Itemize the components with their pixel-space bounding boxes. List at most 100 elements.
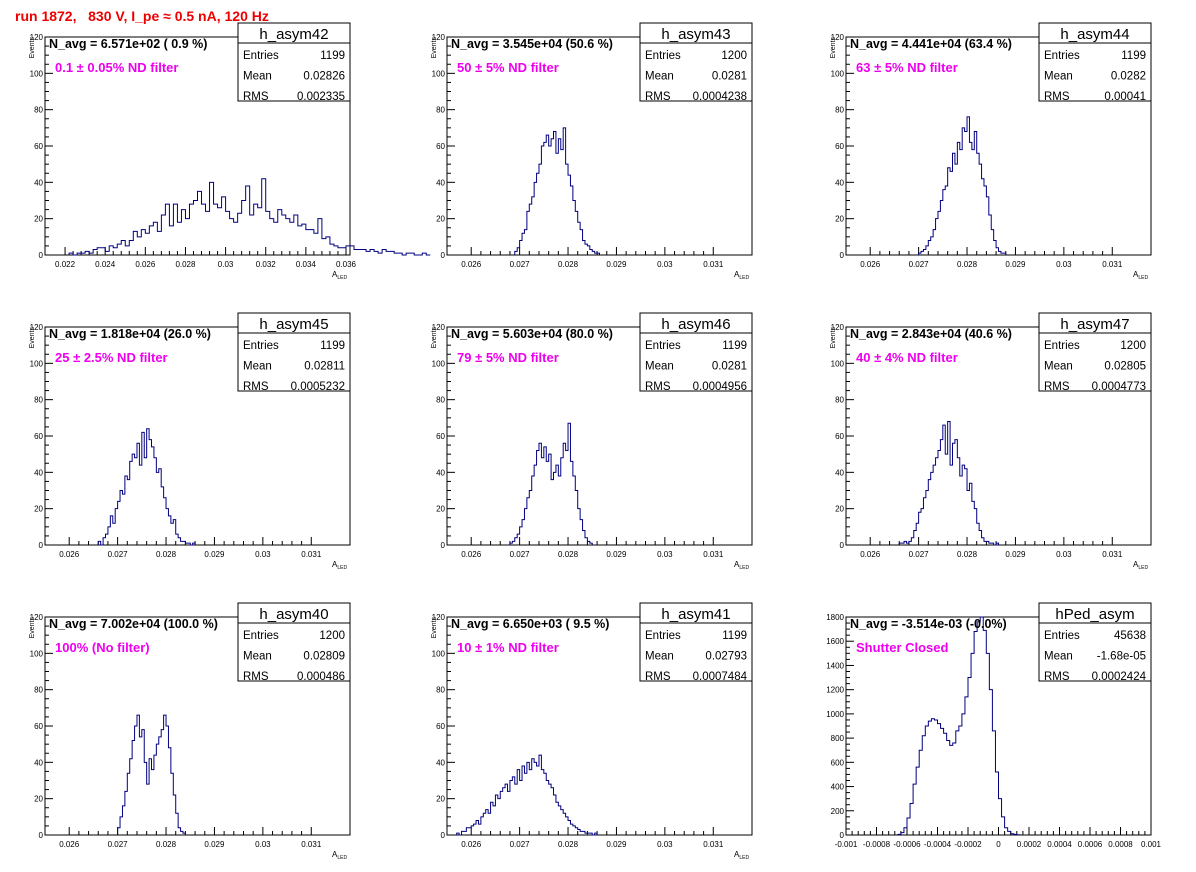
x-tick-label: 0.029 — [1005, 260, 1026, 269]
stats-entries-value: 1199 — [320, 50, 345, 62]
stats-box: hPed_asym Entries 45638 Mean -1.68e-05 RMS 0.0… — [1038, 602, 1152, 683]
x-axis-label: ALED — [734, 560, 749, 571]
x-tick-label: 0.026 — [59, 550, 80, 559]
stats-mean-value: 0.02805 — [1104, 361, 1146, 373]
x-axis-label: ALED — [734, 850, 749, 861]
y-tick-label: 0 — [39, 251, 44, 260]
y-tick-label: 0 — [840, 541, 845, 550]
x-tick-label: 0.03 — [255, 550, 271, 559]
x-tick-label: 0.032 — [256, 260, 277, 269]
y-tick-label: 1000 — [826, 710, 844, 719]
y-axis-label: Events — [29, 617, 36, 639]
histogram-hPed_asym — [897, 616, 1021, 836]
stats-rms-label: RMS — [645, 91, 671, 103]
x-tick-label: 0.028 — [156, 550, 177, 559]
x-tick-label: -0.0006 — [893, 840, 921, 849]
stats-entries-label: Entries — [645, 50, 681, 62]
x-tick-label: 0.031 — [703, 260, 724, 269]
x-tick-label: 0.031 — [703, 550, 724, 559]
panel-h_asym43: 0 20 40 60 80 100 120 0.026 0.027 0.028 0.029 0.03 0… — [431, 22, 753, 281]
y-tick-label: 120 — [30, 33, 44, 42]
stats-box-frame — [237, 22, 351, 102]
y-tick-label: 0 — [840, 831, 845, 840]
x-tick-label: 0.027 — [510, 260, 531, 269]
filter-annotation: 63 ± 5% ND filter — [856, 60, 958, 75]
x-tick-label: 0.03 — [657, 550, 673, 559]
stats-box-frame — [1038, 22, 1152, 102]
stats-entries-label: Entries — [243, 630, 279, 642]
panel-hPed_asym: 020040060080010001200140016001800-0.001-… — [826, 602, 1162, 849]
stats-mean-label: Mean — [645, 71, 674, 83]
panel-h_asym40: 0 20 40 60 80 100 120 0.026 0.027 0.028 0.029 0.03 0… — [29, 602, 351, 861]
y-tick-label: 80 — [34, 106, 43, 115]
x-tick-label: 0.028 — [558, 260, 579, 269]
y-tick-label: 1200 — [826, 686, 844, 695]
stats-rms-value: 0.0004773 — [1092, 381, 1146, 393]
y-tick-label: 60 — [835, 142, 844, 151]
x-tick-label: 0.0004 — [1047, 840, 1072, 849]
stats-mean-value: 0.0282 — [1111, 71, 1146, 83]
stats-mean-value: 0.02809 — [303, 651, 345, 663]
y-tick-label: 20 — [436, 505, 445, 514]
y-tick-label: 100 — [432, 359, 446, 368]
panel-h_asym45: 0 20 40 60 80 100 120 0.026 0.027 0.028 0.029 0.03 0… — [29, 312, 351, 571]
stats-box-frame — [237, 312, 351, 392]
stats-entries-value: 45638 — [1114, 630, 1146, 642]
x-axis-label: ALED — [332, 560, 347, 571]
x-axis-label-main: A — [332, 270, 338, 279]
y-tick-label: 40 — [436, 758, 445, 767]
y-tick-label: 80 — [835, 106, 844, 115]
y-tick-label: 0 — [441, 831, 446, 840]
x-tick-label: 0.026 — [860, 260, 881, 269]
y-axis-label: Events — [29, 327, 36, 349]
x-tick-label: 0.001 — [1141, 840, 1162, 849]
y-axis-label: Events — [431, 327, 438, 349]
stats-rms-value: 0.0002424 — [1092, 671, 1147, 683]
y-tick-label: 80 — [436, 106, 445, 115]
x-tick-label: 0.0006 — [1078, 840, 1103, 849]
x-axis-label-sub: LED — [337, 855, 347, 861]
x-axis-label-sub: LED — [1138, 275, 1148, 281]
navg-label: N_avg = 1.818e+04 (26.0 %) — [49, 327, 211, 341]
x-tick-label: 0.031 — [703, 840, 724, 849]
stats-entries-label: Entries — [645, 630, 681, 642]
stats-entries-value: 1199 — [722, 340, 747, 352]
x-axis-label-sub: LED — [739, 275, 749, 281]
x-axis-label-sub: LED — [337, 275, 347, 281]
stats-mean-value: 0.0281 — [712, 71, 747, 83]
stats-mean-value: 0.02826 — [303, 71, 345, 83]
stats-rms-label: RMS — [645, 671, 671, 683]
y-tick-label: 40 — [34, 758, 43, 767]
stats-rms-label: RMS — [243, 91, 269, 103]
x-tick-label: 0.026 — [461, 260, 482, 269]
y-tick-label: 60 — [34, 142, 43, 151]
x-tick-label: 0.027 — [108, 840, 129, 849]
stats-mean-value: 0.0281 — [712, 361, 747, 373]
x-tick-label: 0.03 — [255, 840, 271, 849]
histogram-h_asym40 — [117, 714, 186, 835]
x-tick-label: 0.027 — [909, 550, 930, 559]
histogram-h_asym45 — [97, 428, 196, 546]
x-tick-label: 0.03 — [218, 260, 234, 269]
x-tick-label: 0.0008 — [1108, 840, 1133, 849]
histogram-h_asym47 — [898, 420, 999, 546]
x-axis-label: ALED — [1133, 560, 1148, 571]
y-axis-label: Events — [431, 37, 438, 59]
stats-rms-label: RMS — [1044, 91, 1070, 103]
x-tick-label: -0.0004 — [924, 840, 952, 849]
stats-rms-value: 0.000486 — [297, 671, 345, 683]
y-tick-label: 60 — [436, 722, 445, 731]
stats-entries-value: 1200 — [721, 50, 747, 62]
filter-annotation: 40 ± 4% ND filter — [856, 350, 958, 365]
y-tick-label: 60 — [436, 142, 445, 151]
y-tick-label: 120 — [30, 323, 44, 332]
x-tick-label: 0.03 — [657, 840, 673, 849]
histogram-name: h_asym42 — [259, 26, 328, 43]
filter-annotation: 79 ± 5% ND filter — [457, 350, 559, 365]
stats-rms-label: RMS — [1044, 381, 1070, 393]
stats-rms-value: 0.0005232 — [291, 381, 345, 393]
y-tick-label: 120 — [30, 613, 44, 622]
y-tick-label: 80 — [436, 686, 445, 695]
x-tick-label: 0.026 — [860, 550, 881, 559]
navg-label: N_avg = -3.514e-03 (-0.0%) — [850, 617, 1007, 631]
